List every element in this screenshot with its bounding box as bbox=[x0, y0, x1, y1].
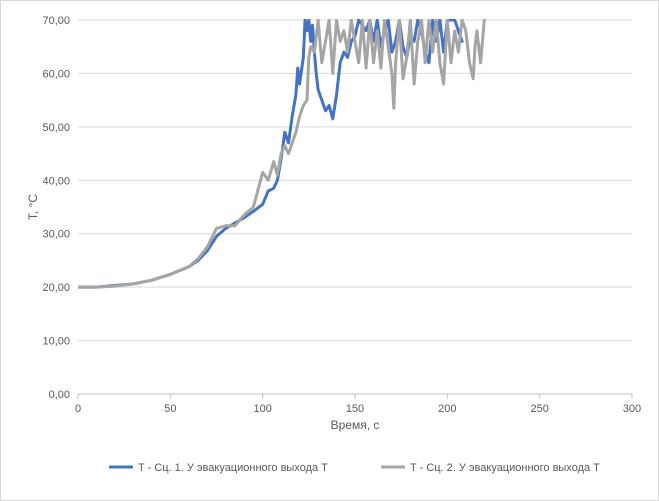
y-tick-label: 20,00 bbox=[42, 282, 70, 294]
legend-label-2: T - Сц. 2. У эвакуационного выхода Т bbox=[410, 462, 600, 474]
series-line-1 bbox=[78, 19, 464, 289]
x-tick-label: 100 bbox=[253, 403, 271, 415]
y-axis-title: T, °C bbox=[26, 194, 40, 220]
x-tick-label: 50 bbox=[164, 403, 176, 415]
series-line-2 bbox=[78, 19, 486, 289]
x-tick-label: 200 bbox=[438, 403, 456, 415]
axes: 0,00 10,00 20,00 30,00 40,00 50,00 60,00 70,00 0… bbox=[42, 15, 641, 415]
y-tick-label: 30,00 bbox=[42, 229, 70, 241]
x-tick-label: 150 bbox=[346, 403, 364, 415]
legend-label-1: T - Сц. 1. У эвакуационного выхода Т bbox=[138, 462, 328, 474]
gridlines bbox=[78, 19, 632, 342]
x-tick-label: 300 bbox=[623, 403, 641, 415]
x-tick-label: 0 bbox=[75, 403, 81, 415]
y-tick-label: 40,00 bbox=[42, 175, 70, 187]
y-tick-label: 70,00 bbox=[42, 15, 70, 27]
y-tick-label: 0,00 bbox=[49, 389, 70, 401]
legend: T - Сц. 1. У эвакуационного выхода Т T - … bbox=[109, 462, 600, 474]
y-tick-label: 10,00 bbox=[42, 336, 70, 348]
y-tick-label: 50,00 bbox=[42, 122, 70, 134]
series-lines bbox=[78, 19, 486, 289]
x-tick-label: 250 bbox=[530, 403, 548, 415]
y-tick-label: 60,00 bbox=[42, 68, 70, 80]
x-axis-title: Время, с bbox=[331, 418, 380, 432]
